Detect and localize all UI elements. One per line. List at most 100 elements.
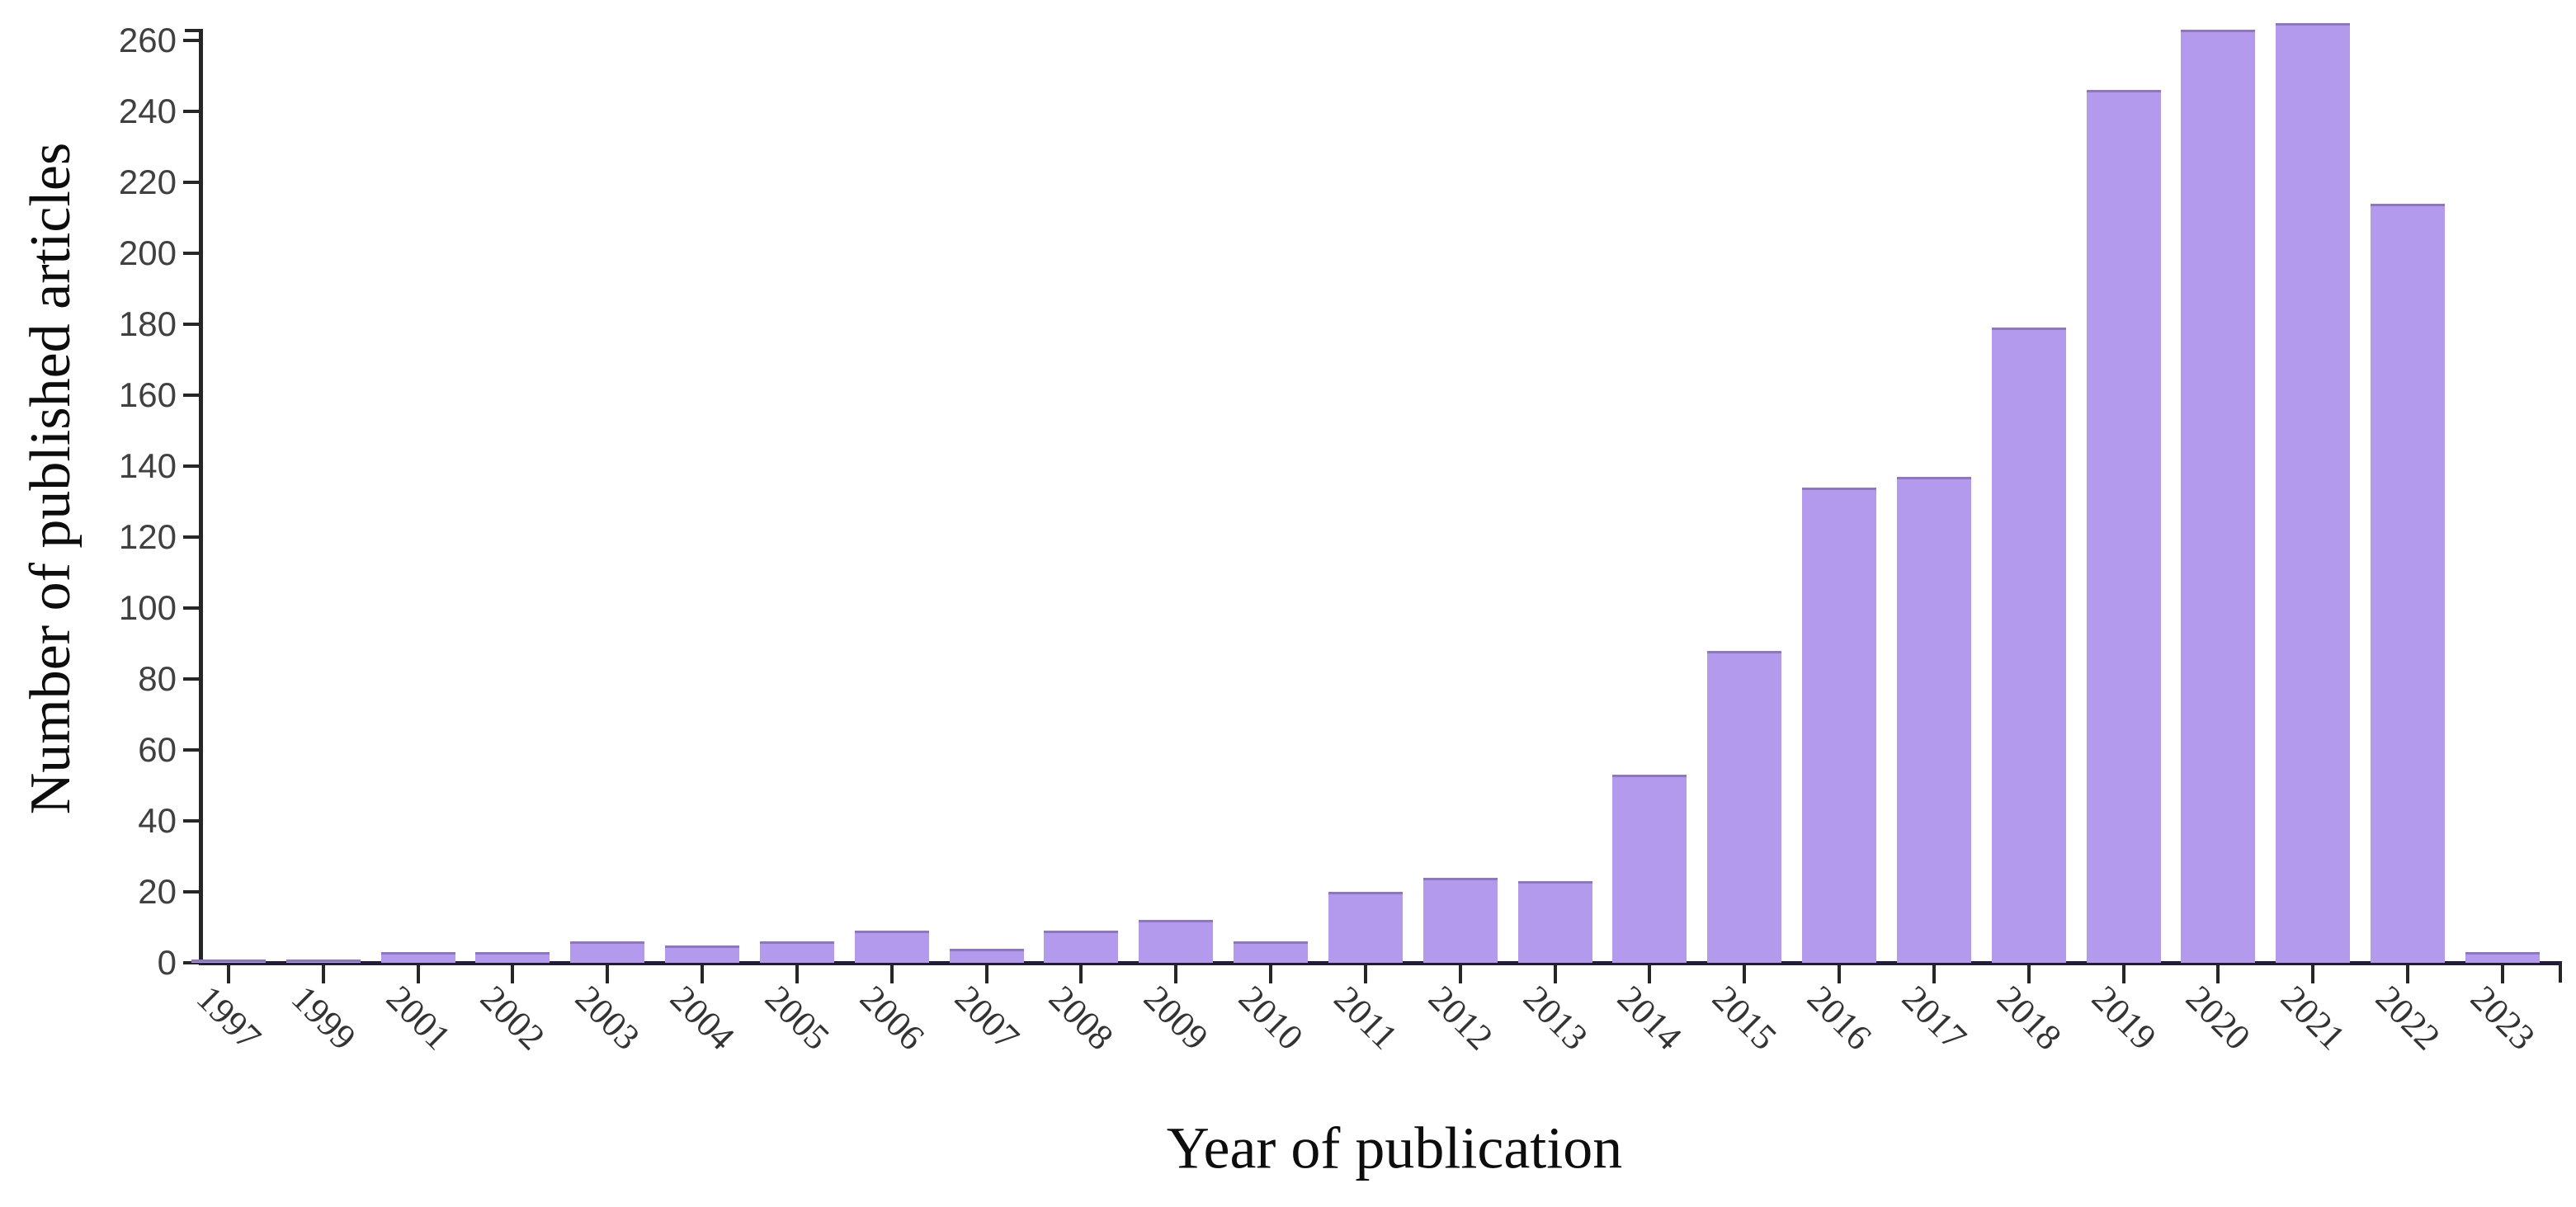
x-tick-mark — [2121, 965, 2125, 983]
x-tick-label-2010: 2010 — [1231, 978, 1311, 1058]
x-tick-mark — [511, 965, 515, 983]
y-tick-label: 220 — [118, 163, 177, 201]
x-tick-label-2021: 2021 — [2273, 978, 2354, 1058]
x-tick-label-2023: 2023 — [2462, 978, 2543, 1058]
x-tick-label-2013: 2013 — [1515, 978, 1596, 1058]
bar-2020 — [2181, 30, 2256, 963]
x-tick-label-2014: 2014 — [1610, 978, 1691, 1058]
x-tick-mark — [1458, 965, 1462, 983]
bar-2017 — [1896, 476, 1971, 963]
x-tick-mark — [701, 965, 705, 983]
x-tick-mark — [606, 965, 610, 983]
x-tick-label-2007: 2007 — [946, 978, 1027, 1058]
y-tick-mark — [183, 606, 201, 610]
y-tick-label: 40 — [138, 801, 177, 840]
y-tick-label: 160 — [118, 375, 177, 414]
y-tick-mark — [183, 323, 201, 326]
x-tick-mark — [1079, 965, 1083, 983]
y-axis-line — [199, 29, 203, 965]
bar-1999 — [285, 959, 361, 963]
y-tick-label: 100 — [118, 588, 177, 627]
bar-2011 — [1328, 892, 1403, 963]
bar-2014 — [1612, 775, 1687, 963]
x-tick-label-2020: 2020 — [2178, 978, 2259, 1058]
x-tick-mark — [227, 965, 230, 983]
x-tick-mark — [1838, 965, 1842, 983]
bar-2015 — [1707, 650, 1782, 963]
x-tick-mark — [1743, 965, 1747, 983]
x-tick-mark — [1553, 965, 1557, 983]
bar-2006 — [854, 931, 929, 963]
y-tick-mark — [183, 677, 201, 681]
bar-2018 — [1991, 328, 2066, 963]
y-tick-mark — [183, 252, 201, 255]
bar-2021 — [2276, 22, 2351, 963]
x-tick-mark — [2311, 965, 2315, 983]
y-tick-label: 260 — [118, 21, 177, 59]
x-tick-label-2002: 2002 — [473, 978, 554, 1058]
y-tick-mark — [183, 181, 201, 184]
x-tick-label-1999: 1999 — [283, 978, 364, 1058]
y-tick-label: 80 — [138, 659, 177, 698]
x-tick-label-2006: 2006 — [852, 978, 932, 1058]
bar-2016 — [1802, 487, 1877, 963]
y-tick-label: 200 — [118, 233, 177, 272]
x-tick-mark — [1932, 965, 1936, 983]
x-tick-label-2003: 2003 — [568, 978, 649, 1058]
bar-2009 — [1139, 920, 1214, 963]
x-axis-title: Year of publication — [1166, 1115, 1623, 1181]
bar-2008 — [1044, 931, 1119, 963]
x-tick-label-2005: 2005 — [757, 978, 837, 1058]
x-tick-label-2019: 2019 — [2083, 978, 2164, 1058]
bar-2012 — [1422, 877, 1498, 963]
y-tick-label: 140 — [118, 446, 177, 485]
x-tick-label-2008: 2008 — [1041, 978, 1122, 1058]
x-tick-label-2009: 2009 — [1136, 978, 1217, 1058]
bar-2004 — [665, 945, 740, 963]
bar-2019 — [2086, 90, 2161, 963]
bar-1997 — [191, 959, 266, 963]
bar-2007 — [949, 948, 1024, 963]
bar-2001 — [380, 952, 455, 963]
x-tick-mark — [1269, 965, 1273, 983]
y-tick-mark — [183, 819, 201, 823]
y-tick-label: 0 — [157, 943, 177, 982]
y-tick-mark — [183, 110, 201, 113]
x-axis-line — [199, 961, 2562, 965]
y-tick-mark — [183, 535, 201, 539]
x-tick-label-2017: 2017 — [1894, 978, 1974, 1058]
y-tick-label: 240 — [118, 92, 177, 130]
x-tick-label-2001: 2001 — [378, 978, 459, 1058]
y-axis-end-tick — [185, 29, 203, 32]
x-tick-label-2012: 2012 — [1420, 978, 1501, 1058]
x-axis-end-tick — [2559, 961, 2562, 983]
x-tick-label-2011: 2011 — [1326, 978, 1406, 1058]
x-tick-label-2004: 2004 — [663, 978, 743, 1058]
bar-2003 — [570, 941, 645, 963]
x-tick-mark — [416, 965, 420, 983]
y-tick-label: 120 — [118, 517, 177, 556]
y-tick-mark — [183, 961, 201, 964]
y-tick-label: 20 — [138, 872, 177, 911]
y-tick-mark — [183, 394, 201, 397]
bar-2010 — [1234, 941, 1309, 963]
bar-2022 — [2371, 203, 2446, 963]
x-tick-label-1997: 1997 — [188, 978, 269, 1058]
y-tick-mark — [183, 748, 201, 752]
x-tick-mark — [795, 965, 799, 983]
x-tick-mark — [984, 965, 988, 983]
x-tick-mark — [2216, 965, 2220, 983]
x-tick-label-2015: 2015 — [1705, 978, 1786, 1058]
y-tick-mark — [183, 890, 201, 893]
x-tick-mark — [1363, 965, 1367, 983]
x-tick-mark — [2406, 965, 2410, 983]
x-tick-mark — [321, 965, 325, 983]
bar-2023 — [2465, 952, 2540, 963]
x-tick-mark — [1174, 965, 1178, 983]
y-tick-mark — [183, 39, 201, 42]
x-tick-label-2018: 2018 — [1989, 978, 2069, 1058]
x-tick-label-2016: 2016 — [1800, 978, 1880, 1058]
x-tick-mark — [1648, 965, 1652, 983]
bar-2005 — [759, 941, 834, 963]
